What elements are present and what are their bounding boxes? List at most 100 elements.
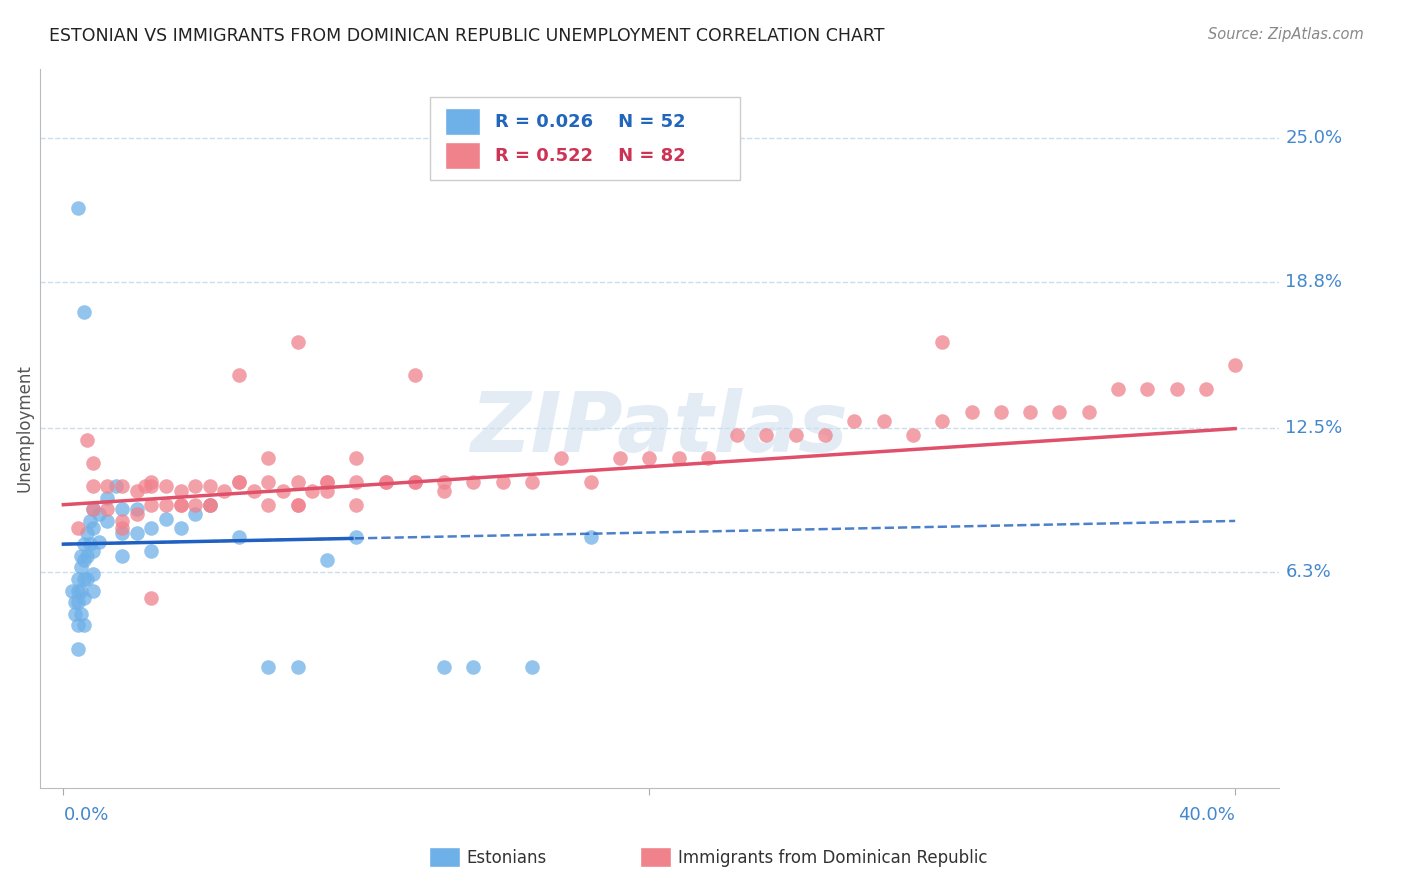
Point: [87, 507, 110, 521]
FancyBboxPatch shape: [430, 97, 740, 180]
Point: [111, 479, 134, 493]
Point: [463, 660, 485, 674]
Point: [73, 591, 96, 605]
Point: [66, 201, 89, 215]
Text: Source: ZipAtlas.com: Source: ZipAtlas.com: [1208, 27, 1364, 42]
Point: [125, 507, 148, 521]
Point: [579, 475, 602, 489]
Point: [198, 498, 221, 512]
Point: [125, 483, 148, 498]
Text: Immigrants from Dominican Republic: Immigrants from Dominican Republic: [678, 849, 987, 867]
Point: [1019, 405, 1042, 419]
Point: [520, 660, 543, 674]
Point: [141, 591, 163, 605]
Point: [82, 502, 104, 516]
Point: [316, 483, 339, 498]
Point: [344, 530, 367, 544]
Point: [141, 479, 163, 493]
Point: [1223, 359, 1246, 373]
Point: [404, 368, 426, 382]
Point: [463, 475, 485, 489]
Point: [141, 544, 163, 558]
Point: [82, 456, 104, 470]
Point: [844, 414, 866, 428]
Point: [492, 475, 515, 489]
Point: [433, 475, 456, 489]
Point: [1047, 405, 1070, 419]
Point: [111, 525, 134, 540]
Point: [169, 498, 191, 512]
Point: [316, 553, 339, 567]
Point: [70, 549, 93, 563]
Point: [73, 305, 96, 319]
Text: 25.0%: 25.0%: [1285, 129, 1343, 147]
Point: [271, 483, 294, 498]
Point: [344, 475, 367, 489]
Point: [82, 479, 104, 493]
Point: [287, 335, 309, 350]
Point: [228, 368, 250, 382]
Point: [63, 607, 86, 621]
Point: [609, 451, 631, 466]
Point: [125, 525, 148, 540]
Point: [814, 428, 837, 442]
Point: [344, 498, 367, 512]
Point: [1136, 382, 1159, 396]
Text: 12.5%: 12.5%: [1285, 419, 1343, 437]
Point: [66, 595, 89, 609]
Point: [70, 560, 93, 574]
Point: [141, 475, 163, 489]
Point: [63, 595, 86, 609]
Text: ESTONIAN VS IMMIGRANTS FROM DOMINICAN REPUBLIC UNEMPLOYMENT CORRELATION CHART: ESTONIAN VS IMMIGRANTS FROM DOMINICAN RE…: [49, 27, 884, 45]
Point: [214, 483, 236, 498]
Point: [287, 498, 309, 512]
Point: [228, 530, 250, 544]
Point: [287, 498, 309, 512]
Point: [316, 475, 339, 489]
Point: [433, 483, 456, 498]
Point: [287, 475, 309, 489]
Point: [96, 479, 118, 493]
Point: [638, 451, 661, 466]
Point: [70, 583, 93, 598]
Point: [579, 530, 602, 544]
Point: [105, 479, 128, 493]
Point: [1195, 382, 1218, 396]
Point: [73, 618, 96, 632]
Point: [1166, 382, 1188, 396]
Text: 6.3%: 6.3%: [1285, 563, 1331, 581]
Point: [725, 428, 748, 442]
Point: [155, 498, 177, 512]
Point: [243, 483, 266, 498]
Point: [872, 414, 894, 428]
Point: [73, 553, 96, 567]
Point: [1077, 405, 1099, 419]
Text: 40.0%: 40.0%: [1178, 806, 1234, 824]
Point: [79, 537, 101, 551]
Point: [125, 502, 148, 516]
Point: [82, 502, 104, 516]
Point: [66, 572, 89, 586]
Point: [66, 618, 89, 632]
Point: [198, 498, 221, 512]
Point: [520, 475, 543, 489]
Point: [433, 660, 456, 674]
Y-axis label: Unemployment: Unemployment: [15, 364, 32, 492]
Point: [60, 583, 83, 598]
Point: [931, 414, 953, 428]
Point: [76, 572, 98, 586]
Point: [344, 451, 367, 466]
Point: [169, 521, 191, 535]
Point: [155, 511, 177, 525]
Point: [79, 514, 101, 528]
Point: [755, 428, 778, 442]
Point: [931, 335, 953, 350]
Point: [155, 479, 177, 493]
Point: [82, 544, 104, 558]
Point: [316, 475, 339, 489]
Text: R = 0.026    N = 52: R = 0.026 N = 52: [495, 112, 685, 131]
Point: [76, 549, 98, 563]
Point: [257, 451, 280, 466]
Point: [990, 405, 1012, 419]
Point: [76, 433, 98, 447]
